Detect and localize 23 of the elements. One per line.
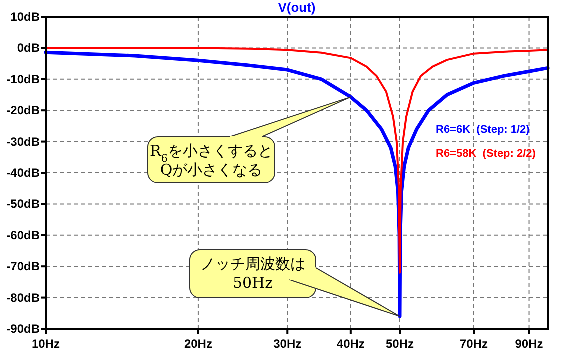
y-tick-label: -50dB: [6, 197, 40, 212]
y-tick-label: -70dB: [6, 260, 40, 274]
x-tick-label: 40Hz: [336, 337, 365, 351]
y-tick-label: -40dB: [6, 166, 40, 180]
y-tick-label: -60dB: [6, 228, 40, 242]
y-tick-label: -30dB: [6, 134, 40, 149]
y-tick-label: -90dB: [6, 322, 40, 336]
text: R6=58K (Step: 2/2): [436, 148, 536, 160]
x-tick-label: 70Hz: [460, 337, 488, 351]
y-tick-label: -20dB: [6, 104, 40, 118]
y-tick-label: -80dB: [6, 290, 40, 305]
x-tick-label: 50Hz: [386, 337, 414, 351]
series-label: R6=6K (Step: 1/2): [436, 124, 530, 136]
y-tick-label: 10dB: [10, 10, 40, 24]
x-tick-label: 90Hz: [515, 337, 544, 351]
annotation: ノッチ周波数は 50Hz: [200, 255, 306, 292]
annotation: R$_{6}$を小さくすると Qが小さくなる: [150, 142, 273, 179]
chart-title: V(out): [278, 0, 316, 15]
x-tick-label: 30Hz: [274, 337, 302, 351]
y-tick-label: -10dB: [6, 72, 40, 86]
x-tick-label: 10Hz: [32, 337, 60, 351]
y-tick-label: 0dB: [17, 41, 40, 56]
x-tick-label: 20Hz: [184, 337, 212, 351]
